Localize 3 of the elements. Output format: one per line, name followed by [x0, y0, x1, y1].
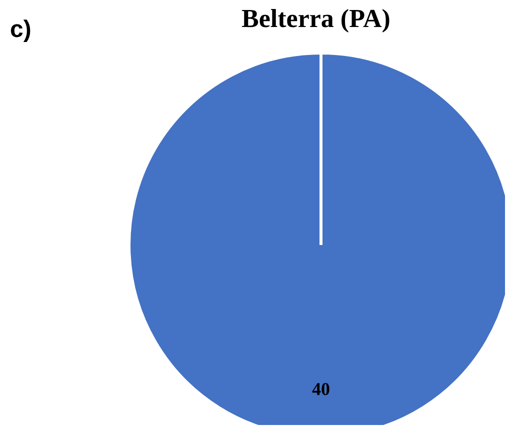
text: c) — [10, 16, 32, 44]
data-label: 40 — [312, 379, 330, 399]
chart-title: Belterra (PA) — [240, 4, 392, 34]
